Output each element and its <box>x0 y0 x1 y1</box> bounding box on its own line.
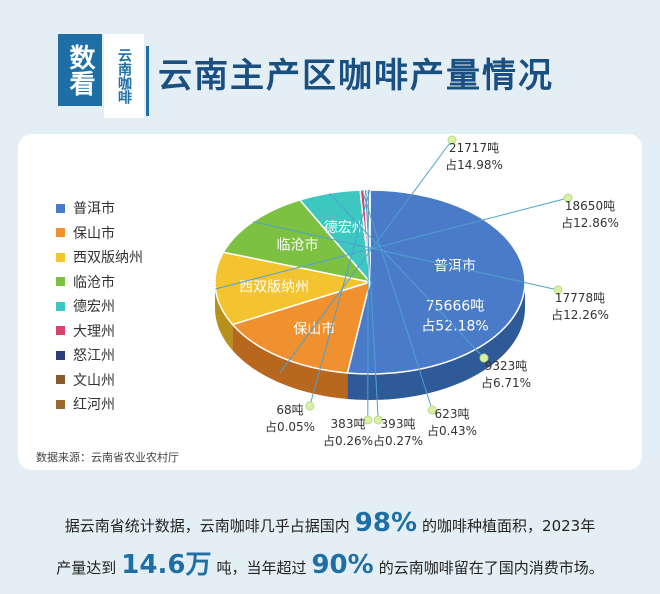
legend-item: 文山州 <box>56 368 143 393</box>
legend-swatch <box>56 252 65 262</box>
callout-percent-临沧市: 占12.26% <box>551 307 609 322</box>
legend-item: 怒江州 <box>56 343 143 368</box>
legend-item: 普洱市 <box>56 196 143 221</box>
callout-value-临沧市: 17778吨 <box>555 291 605 305</box>
highlight-90: 90% <box>311 550 374 580</box>
legend-label: 德宏州 <box>73 299 115 316</box>
summary-line-1: 据云南省统计数据，云南咖啡几乎占据国内 98% 的咖啡种植面积，2023年 <box>18 504 642 546</box>
leader-line-德宏州 <box>328 192 485 359</box>
leader-line-保山市 <box>279 139 453 373</box>
legend-label: 大理州 <box>73 323 115 340</box>
legend-swatch <box>56 350 65 360</box>
badge-sub: 云南咖啡 <box>104 34 144 118</box>
summary-text: 据云南省统计数据，云南咖啡几乎占据国内 98% 的咖啡种植面积，2023年 产量达到… <box>18 504 642 588</box>
pie-side-walls <box>215 282 525 400</box>
leader-dot-大理州 <box>427 405 437 415</box>
legend-item: 德宏州 <box>56 294 143 319</box>
leader-line-红河州 <box>309 189 371 407</box>
leader-line-大理州 <box>361 189 433 411</box>
legend-label: 临沧市 <box>73 274 115 291</box>
legend: 普洱市保山市西双版纳州临沧市德宏州大理州怒江州文山州红河州 <box>56 196 143 417</box>
legend-swatch <box>56 326 65 336</box>
legend-label: 红河州 <box>73 397 115 414</box>
legend-item: 保山市 <box>56 221 143 246</box>
pie-slice-普洱市 <box>346 189 526 375</box>
legend-swatch <box>56 228 65 238</box>
summary-text-2a: 产量达到 <box>56 559 117 577</box>
legend-label: 西双版纳州 <box>73 250 143 267</box>
callout-value-大理州: 623吨 <box>435 407 470 421</box>
summary-text-1a: 据云南省统计数据，云南咖啡几乎占据国内 <box>64 517 350 535</box>
summary-line-2: 产量达到 14.6万 吨，当年超过 90% 的云南咖啡留在了国内消费市场。 <box>18 546 642 588</box>
legend-item: 红河州 <box>56 392 143 417</box>
callout-value-红河州: 68吨 <box>276 403 303 417</box>
legend-item: 临沧市 <box>56 270 143 295</box>
slice-label-德宏州: 德宏州 <box>324 220 366 236</box>
callout-percent-红河州: 占0.05% <box>265 419 315 434</box>
leader-dot-保山市 <box>447 135 457 145</box>
leader-dot-怒江州 <box>373 415 383 425</box>
highlight-98: 98% <box>354 508 418 538</box>
legend-item: 大理州 <box>56 319 143 344</box>
slice-label-保山市: 保山市 <box>293 320 335 337</box>
summary-text-2b: 吨，当年超过 <box>216 559 307 577</box>
legend-label: 保山市 <box>73 225 115 242</box>
leader-dot-红河州 <box>305 401 315 411</box>
leader-line-西双版纳州 <box>215 197 569 290</box>
callout-value-文山州: 383吨 <box>331 417 366 431</box>
pie-slices <box>214 189 526 375</box>
slice-label-临沧市: 临沧市 <box>276 237 318 254</box>
leader-line-临沧市 <box>252 221 559 291</box>
header: 数看 云南咖啡 云南主产区咖啡产量情况 <box>0 0 660 120</box>
legend-label: 普洱市 <box>73 201 115 218</box>
callout-value-怒江州: 393吨 <box>381 417 416 431</box>
legend-swatch <box>56 277 65 287</box>
leader-dot-西双版纳州 <box>563 193 573 203</box>
legend-swatch <box>56 375 65 385</box>
pie-side-保山市 <box>232 324 348 400</box>
highlight-output: 14.6万 <box>121 550 212 580</box>
callout-value-保山市: 21717吨 <box>449 141 499 155</box>
legend-item: 西双版纳州 <box>56 245 143 270</box>
slice-label-普洱市: 普洱市 <box>434 258 476 275</box>
callout-percent-文山州: 占0.26% <box>323 433 373 448</box>
callout-value-西双版纳州: 18650吨 <box>565 199 615 213</box>
legend-label: 文山州 <box>73 372 115 389</box>
badge-divider <box>146 46 149 116</box>
callout-percent-西双版纳州: 占12.86% <box>561 215 619 230</box>
summary-text-1b: 的咖啡种植面积，2023年 <box>422 517 596 535</box>
slice-value-普洱市: 75666吨 <box>426 299 485 315</box>
slice-label-西双版纳州: 西双版纳州 <box>239 279 309 295</box>
pie-side-普洱市 <box>347 282 525 400</box>
legend-swatch <box>56 399 65 409</box>
callout-percent-大理州: 占0.43% <box>427 423 477 438</box>
legend-swatch <box>56 203 65 213</box>
callout-percent-保山市: 占14.98% <box>445 157 503 172</box>
summary-text-2c: 的云南咖啡留在了国内消费市场。 <box>378 559 604 577</box>
legend-label: 怒江州 <box>73 348 115 365</box>
leader-dot-德宏州 <box>479 353 489 363</box>
page-title: 云南主产区咖啡产量情况 <box>158 56 554 96</box>
callout-percent-怒江州: 占0.27% <box>373 433 423 448</box>
legend-swatch <box>56 301 65 311</box>
pie-side-西双版纳州 <box>215 282 233 351</box>
callout-value-德宏州: 9323吨 <box>485 359 528 373</box>
pie-slice-临沧市 <box>222 199 372 284</box>
badge-main: 数看 <box>58 34 102 106</box>
leader-dot-文山州 <box>363 415 373 425</box>
callout-percent-德宏州: 占6.71% <box>481 375 531 390</box>
pie-slice-保山市 <box>231 280 372 374</box>
source-note: 数据来源：云南省农业农村厅 <box>36 451 179 464</box>
leader-dot-临沧市 <box>553 285 563 295</box>
